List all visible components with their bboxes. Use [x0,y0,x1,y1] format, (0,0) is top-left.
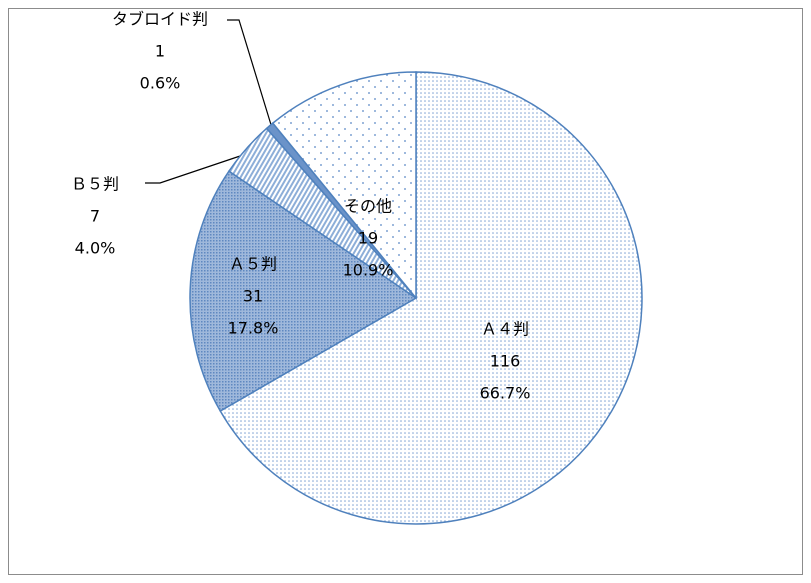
pie-slice [271,71,417,301]
slice-value-label: 7 [90,207,100,226]
slice-value-label: 19 [358,229,378,248]
pie-slice [189,170,418,413]
pie-slice [219,71,643,525]
slice-category-label: Ｂ５判 [71,175,119,194]
slice-percent-label: 66.7% [480,384,531,403]
leader-line [227,19,273,129]
slice-value-label: 31 [243,287,263,306]
slice-percent-label: 4.0% [75,239,116,258]
slice-percent-label: 17.8% [228,319,279,338]
slice-category-label: Ａ４判 [481,320,529,339]
slice-category-label: タブロイド判 [112,10,208,29]
slice-category-label: その他 [344,197,392,216]
leader-line [145,152,250,184]
slice-value-label: 1 [155,42,165,61]
slice-percent-label: 0.6% [140,74,181,93]
slice-value-label: 116 [490,352,521,371]
slice-percent-label: 10.9% [343,261,394,280]
slice-category-label: Ａ５判 [229,255,277,274]
